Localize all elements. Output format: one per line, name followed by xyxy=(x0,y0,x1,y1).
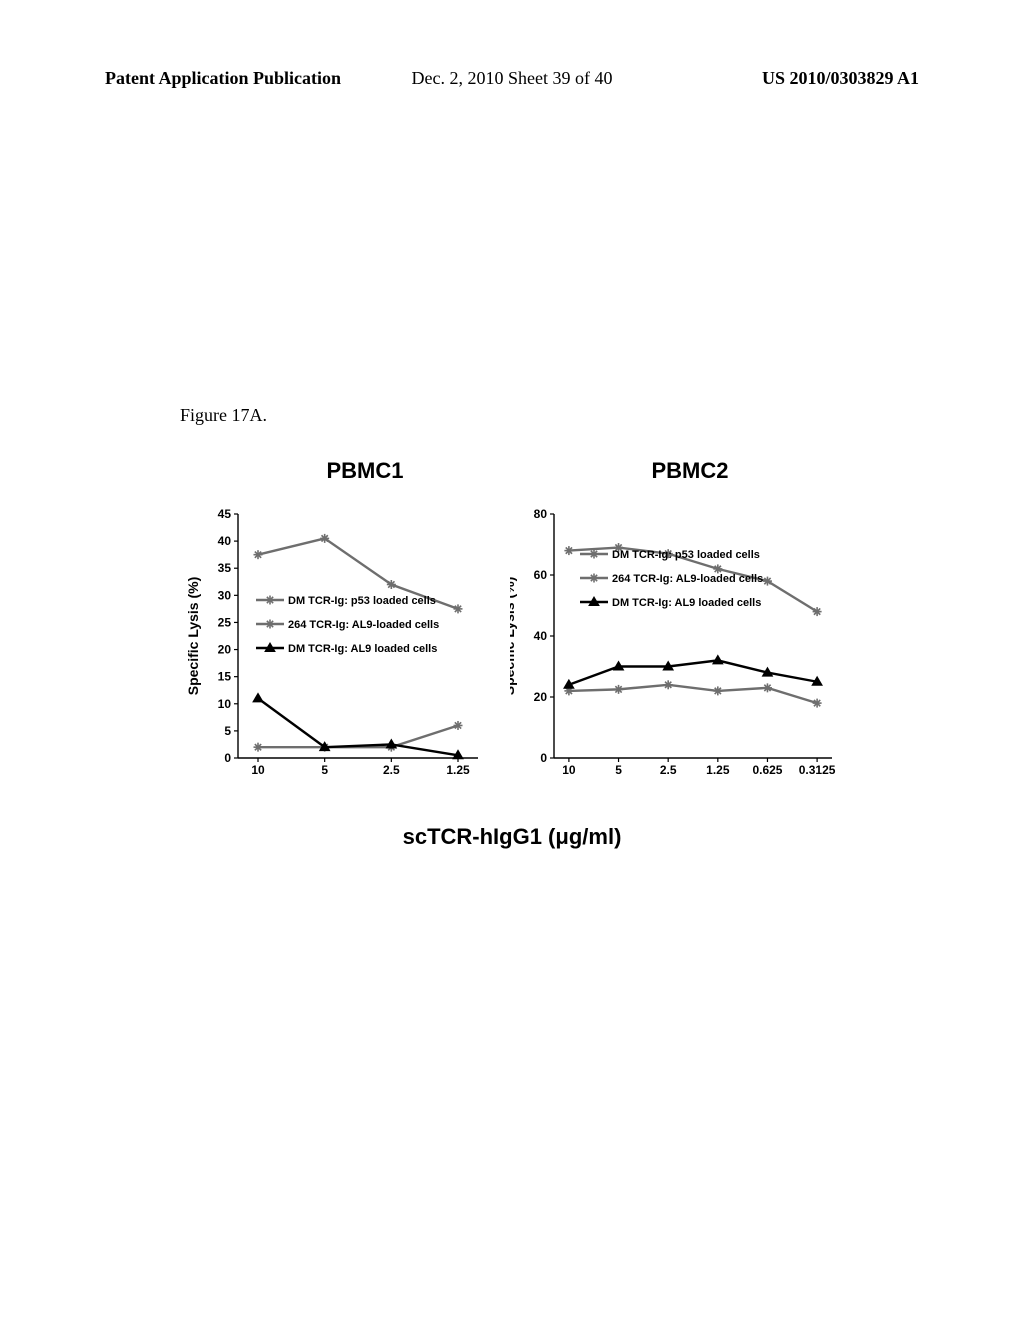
svg-text:1.25: 1.25 xyxy=(446,763,470,777)
svg-text:DM TCR-Ig: AL9 loaded cells: DM TCR-Ig: AL9 loaded cells xyxy=(288,643,437,655)
svg-text:60: 60 xyxy=(534,568,548,582)
page-header: Patent Application Publication Dec. 2, 2… xyxy=(0,68,1024,89)
svg-text:Specific Lysis (%): Specific Lysis (%) xyxy=(185,577,201,696)
svg-text:45: 45 xyxy=(218,507,232,521)
svg-text:0.3125: 0.3125 xyxy=(799,763,836,777)
svg-text:Specific Lysis (%): Specific Lysis (%) xyxy=(510,577,517,696)
svg-text:264 TCR-Ig: AL9-loaded cells: 264 TCR-Ig: AL9-loaded cells xyxy=(288,619,439,631)
svg-text:10: 10 xyxy=(218,697,232,711)
chart2-title: PBMC2 xyxy=(540,458,840,484)
svg-text:DM TCR-Ig: AL9 loaded cells: DM TCR-Ig: AL9 loaded cells xyxy=(612,597,761,609)
svg-text:DM TCR-Ig: p53 loaded cells: DM TCR-Ig: p53 loaded cells xyxy=(288,595,436,607)
chart1-title: PBMC1 xyxy=(240,458,490,484)
chart-pbmc2: PBMC2 0 20 40 60 80 10 5 2.5 1.25 0.625 0.3125 Spec… xyxy=(510,458,840,790)
charts-container: PBMC1 0 5 10 15 20 25 30 35 40 45 10 5 2.5 1.25 Specif… xyxy=(180,458,840,790)
svg-text:25: 25 xyxy=(218,615,232,629)
svg-text:30: 30 xyxy=(218,588,232,602)
svg-text:5: 5 xyxy=(321,763,328,777)
x-axis-label-shared: scTCR-hIgG1 (μg/ml) xyxy=(403,824,622,850)
header-center: Dec. 2, 2010 Sheet 39 of 40 xyxy=(412,68,613,89)
svg-text:80: 80 xyxy=(534,507,548,521)
svg-text:10: 10 xyxy=(251,763,265,777)
chart1-svg: 0 5 10 15 20 25 30 35 40 45 10 5 2.5 1.25 Specific Lys… xyxy=(180,502,490,790)
figure-label: Figure 17A. xyxy=(180,405,267,426)
svg-text:40: 40 xyxy=(218,534,232,548)
svg-text:DM TCR-Ig: p53 loaded cells: DM TCR-Ig: p53 loaded cells xyxy=(612,549,760,561)
svg-text:0: 0 xyxy=(540,751,547,765)
svg-text:40: 40 xyxy=(534,629,548,643)
header-left: Patent Application Publication xyxy=(105,68,341,89)
svg-text:20: 20 xyxy=(534,690,548,704)
svg-text:2.5: 2.5 xyxy=(383,763,400,777)
header-right: US 2010/0303829 A1 xyxy=(762,68,919,89)
svg-text:2.5: 2.5 xyxy=(660,763,677,777)
svg-text:0: 0 xyxy=(224,751,231,765)
chart2-svg: 0 20 40 60 80 10 5 2.5 1.25 0.625 0.3125 Specific L… xyxy=(510,502,840,790)
svg-text:20: 20 xyxy=(218,643,232,657)
svg-text:1.25: 1.25 xyxy=(706,763,730,777)
svg-text:264 TCR-Ig: AL9-loaded cells: 264 TCR-Ig: AL9-loaded cells xyxy=(612,573,763,585)
svg-text:15: 15 xyxy=(218,670,232,684)
svg-text:10: 10 xyxy=(562,763,576,777)
chart-pbmc1: PBMC1 0 5 10 15 20 25 30 35 40 45 10 5 2.5 1.25 Specif… xyxy=(180,458,490,790)
svg-text:35: 35 xyxy=(218,561,232,575)
svg-text:5: 5 xyxy=(224,724,231,738)
svg-text:5: 5 xyxy=(615,763,622,777)
svg-text:0.625: 0.625 xyxy=(752,763,782,777)
